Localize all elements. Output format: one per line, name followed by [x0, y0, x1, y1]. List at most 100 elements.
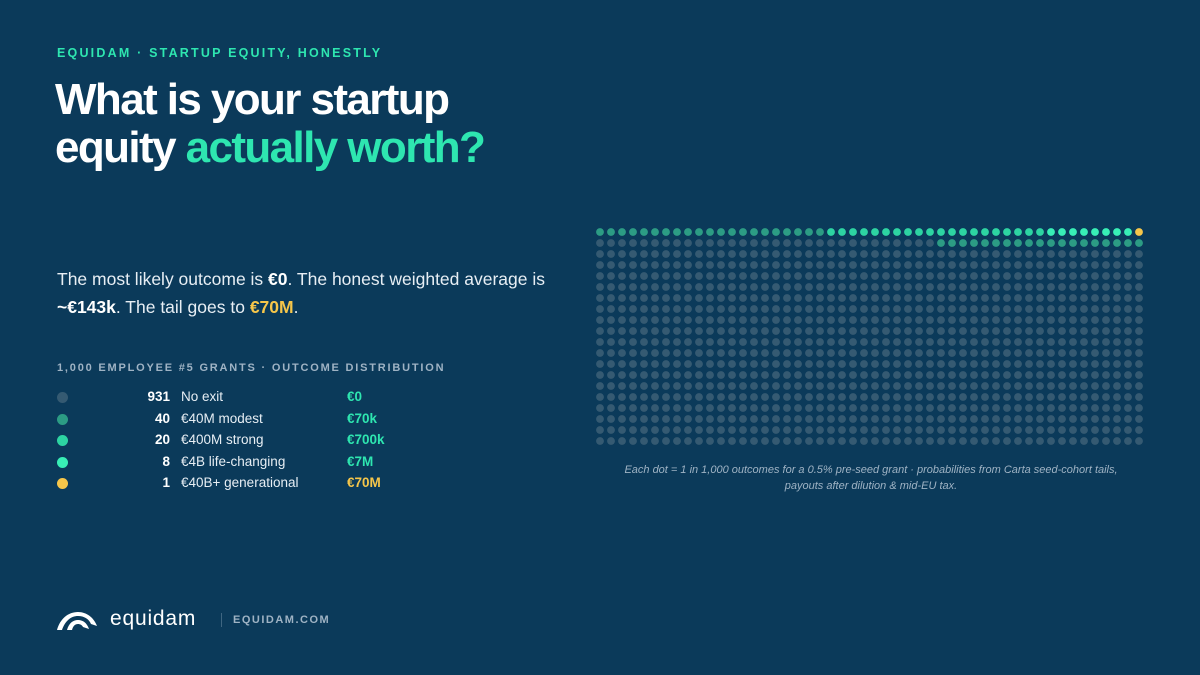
outcome-dot-no-exit — [937, 272, 945, 280]
outcome-dot-no-exit — [673, 239, 681, 247]
outcome-dot-no-exit — [1102, 272, 1110, 280]
legend-row-strong: 20 €400M strong €700k — [57, 430, 417, 452]
outcome-dot-no-exit — [970, 349, 978, 357]
outcome-dot-no-exit — [970, 294, 978, 302]
outcome-dot-no-exit — [959, 382, 967, 390]
outcome-dot-no-exit — [1113, 426, 1121, 434]
outcome-dot-no-exit — [1003, 393, 1011, 401]
outcome-dot-no-exit — [1025, 415, 1033, 423]
outcome-dot-no-exit — [860, 316, 868, 324]
outcome-dot-no-exit — [794, 305, 802, 313]
outcome-dot-no-exit — [1124, 316, 1132, 324]
outcome-dot-no-exit — [849, 404, 857, 412]
outcome-dot-no-exit — [662, 294, 670, 302]
outcome-dot-no-exit — [728, 283, 736, 291]
outcome-dot-no-exit — [904, 415, 912, 423]
outcome-dot-no-exit — [651, 371, 659, 379]
outcome-dot-no-exit — [1091, 382, 1099, 390]
outcome-dot-no-exit — [838, 349, 846, 357]
outcome-dot-no-exit — [1025, 393, 1033, 401]
outcome-dot-no-exit — [926, 426, 934, 434]
outcome-dot-no-exit — [915, 426, 923, 434]
outcome-dot-no-exit — [717, 393, 725, 401]
site-domain[interactable]: EQUIDAM.COM — [233, 614, 331, 626]
outcome-dot-no-exit — [827, 415, 835, 423]
outcome-dot-no-exit — [1014, 327, 1022, 335]
outcome-dot-no-exit — [1003, 404, 1011, 412]
outcome-dot-no-exit — [1102, 393, 1110, 401]
outcome-dot-no-exit — [640, 338, 648, 346]
headline: What is your startup equity actually wor… — [55, 76, 486, 172]
outcome-dot-no-exit — [1047, 338, 1055, 346]
outcome-dot-no-exit — [662, 338, 670, 346]
outcome-dot-no-exit — [926, 393, 934, 401]
outcome-dot-no-exit — [662, 305, 670, 313]
outcome-dot-no-exit — [992, 382, 1000, 390]
outcome-dot-no-exit — [959, 360, 967, 368]
outcome-dot-no-exit — [1069, 393, 1077, 401]
outcome-dot-no-exit — [1058, 338, 1066, 346]
outcome-dot-no-exit — [827, 316, 835, 324]
outcome-dot-no-exit — [1135, 327, 1143, 335]
outcome-dot-40m-modest — [948, 239, 956, 247]
outcome-dot-no-exit — [992, 437, 1000, 445]
outcome-dot-4b-life-changing — [1069, 228, 1077, 236]
outcome-dot-no-exit — [662, 426, 670, 434]
outcome-dot-no-exit — [794, 426, 802, 434]
outcome-dot-no-exit — [695, 415, 703, 423]
outcome-dot-no-exit — [992, 327, 1000, 335]
outcome-dot-no-exit — [728, 305, 736, 313]
outcome-dot-no-exit — [783, 415, 791, 423]
outcome-dot-no-exit — [739, 283, 747, 291]
outcome-dot-no-exit — [959, 426, 967, 434]
outcome-dot-no-exit — [860, 415, 868, 423]
outcome-dot-no-exit — [684, 426, 692, 434]
outcome-dot-4b-life-changing — [1113, 228, 1121, 236]
outcome-dot-no-exit — [1003, 316, 1011, 324]
outcome-dot-no-exit — [805, 393, 813, 401]
outcome-dot-no-exit — [893, 437, 901, 445]
outcome-dot-no-exit — [849, 294, 857, 302]
outcome-dot-no-exit — [1025, 316, 1033, 324]
outcome-dot-no-exit — [728, 327, 736, 335]
outcome-dot-no-exit — [1047, 404, 1055, 412]
outcome-dot-no-exit — [992, 272, 1000, 280]
outcome-dot-no-exit — [926, 404, 934, 412]
outcome-dot-no-exit — [1069, 426, 1077, 434]
outcome-dot-no-exit — [915, 382, 923, 390]
outcome-dot-no-exit — [739, 393, 747, 401]
outcome-dot-no-exit — [816, 305, 824, 313]
outcome-dot-no-exit — [849, 393, 857, 401]
outcome-dot-no-exit — [904, 437, 912, 445]
outcome-dot-no-exit — [1058, 371, 1066, 379]
outcome-dot-no-exit — [772, 305, 780, 313]
outcome-dot-no-exit — [1058, 437, 1066, 445]
outcome-dot-no-exit — [1014, 283, 1022, 291]
outcome-dot-no-exit — [673, 360, 681, 368]
outcome-dot-no-exit — [1113, 371, 1121, 379]
outcome-dot-no-exit — [882, 305, 890, 313]
outcome-dot-no-exit — [1069, 305, 1077, 313]
outcome-dot-no-exit — [695, 272, 703, 280]
outcome-dot-no-exit — [1091, 349, 1099, 357]
outcome-dot-no-exit — [926, 283, 934, 291]
outcome-dot-no-exit — [805, 283, 813, 291]
outcome-dot-no-exit — [1080, 360, 1088, 368]
outcome-dot-no-exit — [783, 371, 791, 379]
outcome-dot-no-exit — [860, 437, 868, 445]
outcome-dot-no-exit — [981, 250, 989, 258]
outcome-dot-no-exit — [739, 338, 747, 346]
outcome-dot-no-exit — [948, 393, 956, 401]
outcome-dot-no-exit — [640, 261, 648, 269]
outcome-dot-no-exit — [948, 305, 956, 313]
outcome-dot-no-exit — [1091, 437, 1099, 445]
outcome-dot-no-exit — [739, 261, 747, 269]
outcome-dot-no-exit — [1102, 415, 1110, 423]
outcome-dot-no-exit — [937, 327, 945, 335]
outcome-dot-no-exit — [717, 426, 725, 434]
outcome-dot-no-exit — [970, 338, 978, 346]
outcome-dot-no-exit — [838, 294, 846, 302]
outcome-dot-no-exit — [596, 261, 604, 269]
outcome-dot-no-exit — [1102, 338, 1110, 346]
outcome-dot-no-exit — [838, 371, 846, 379]
